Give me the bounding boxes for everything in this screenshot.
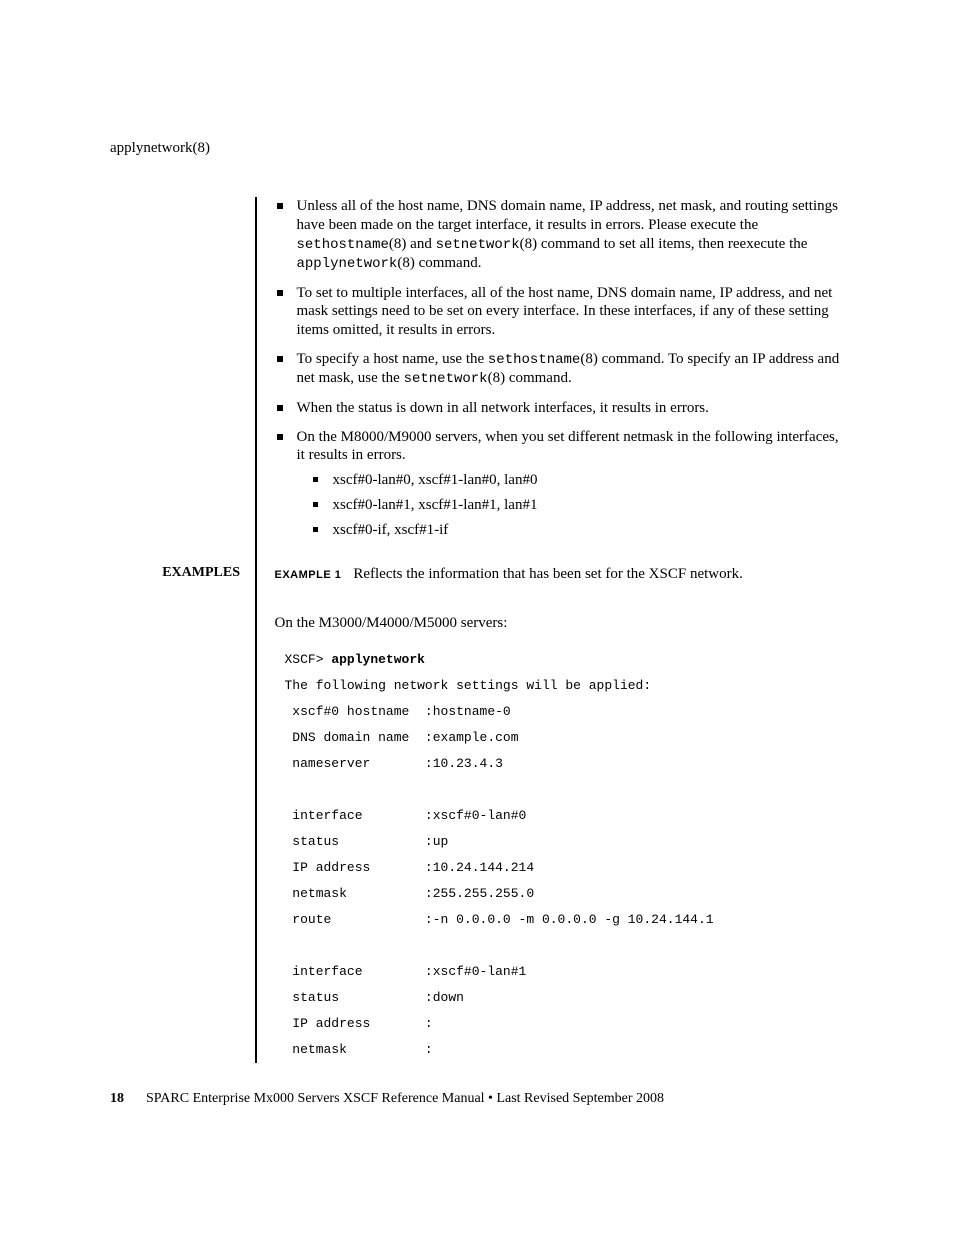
code-line: interface :xscf#0-lan#0: [285, 808, 527, 823]
section-label-examples: EXAMPLES: [110, 549, 255, 1063]
code-line: status :down: [285, 990, 464, 1005]
bullet-item: To set to multiple interfaces, all of th…: [275, 284, 845, 340]
page-footer: 18 SPARC Enterprise Mx000 Servers XSCF Re…: [110, 1091, 844, 1107]
code-line: nameserver :10.23.4.3: [285, 756, 503, 771]
bullet-item: On the M8000/M9000 servers, when you set…: [275, 428, 845, 540]
code-line: xscf#0 hostname :hostname-0: [285, 704, 511, 719]
sub-bullet-item: xscf#0-lan#1, xscf#1-lan#1, lan#1: [297, 496, 845, 515]
bullet-list: Unless all of the host name, DNS domain …: [275, 197, 845, 539]
footer-text: SPARC Enterprise Mx000 Servers XSCF Refe…: [146, 1091, 664, 1106]
example-tag: EXAMPLE 1: [275, 569, 342, 581]
section-label-blank: [110, 197, 255, 549]
code-line: IP address :10.24.144.214: [285, 860, 535, 875]
bullet-item: To specify a host name, use the sethostn…: [275, 350, 845, 389]
example-subhead: On the M3000/M4000/M5000 servers:: [275, 614, 845, 633]
code-line: netmask :255.255.255.0: [285, 886, 535, 901]
bullet-item: Unless all of the host name, DNS domain …: [275, 197, 845, 274]
code-block: XSCF> applynetwork The following network…: [285, 647, 845, 1063]
sub-bullet-item: xscf#0-lan#0, xscf#1-lan#0, lan#0: [297, 471, 845, 490]
code-line: netmask :: [285, 1042, 433, 1057]
code-line: IP address :: [285, 1016, 433, 1031]
example-caption: Reflects the information that has been s…: [353, 566, 743, 582]
code-line: interface :xscf#0-lan#1: [285, 964, 527, 979]
sub-bullet-item: xscf#0-if, xscf#1-if: [297, 521, 845, 540]
code-line: status :up: [285, 834, 449, 849]
vertical-divider: [255, 549, 257, 1063]
code-line: route :-n 0.0.0.0 -m 0.0.0.0 -g 10.24.14…: [285, 912, 714, 927]
page-header: applynetwork(8): [110, 140, 844, 157]
vertical-divider: [255, 197, 257, 549]
code-line: DNS domain name :example.com: [285, 730, 519, 745]
example-line: EXAMPLE 1 Reflects the information that h…: [275, 565, 845, 584]
code-line: The following network settings will be a…: [285, 678, 652, 693]
page-number: 18: [110, 1091, 124, 1106]
bullet-item: When the status is down in all network i…: [275, 399, 845, 418]
sub-bullet-list: xscf#0-lan#0, xscf#1-lan#0, lan#0 xscf#0…: [297, 471, 845, 539]
